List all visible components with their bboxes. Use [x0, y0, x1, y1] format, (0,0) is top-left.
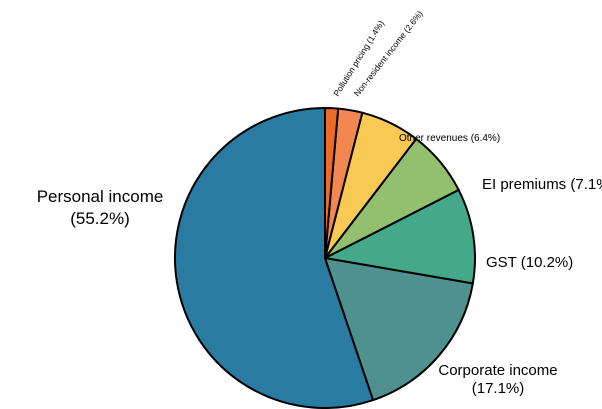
pie-label-ei-premiums: EI premiums (7.1%): [482, 176, 602, 193]
pie-slice-pollution-pricing: [324, 107, 340, 259]
pie-slice-personal-income: [173, 107, 375, 409]
pie-slice-corporate-income: [324, 257, 474, 402]
pie-label-gst: GST (10.2%): [486, 254, 573, 271]
pie-label-personal-income-name: Personal income: [37, 187, 164, 206]
pie-label-corporate-income-name: Corporate income: [438, 362, 557, 379]
pie-label-corporate-income-percent: (17.1%): [472, 380, 525, 397]
pie-label-other-revenues: Other revenues (6.4%): [399, 133, 500, 144]
pie-slices: [173, 107, 476, 409]
pie-label-personal-income-percent: (55.2%): [70, 209, 130, 228]
pie-slice-gst: [324, 188, 476, 285]
